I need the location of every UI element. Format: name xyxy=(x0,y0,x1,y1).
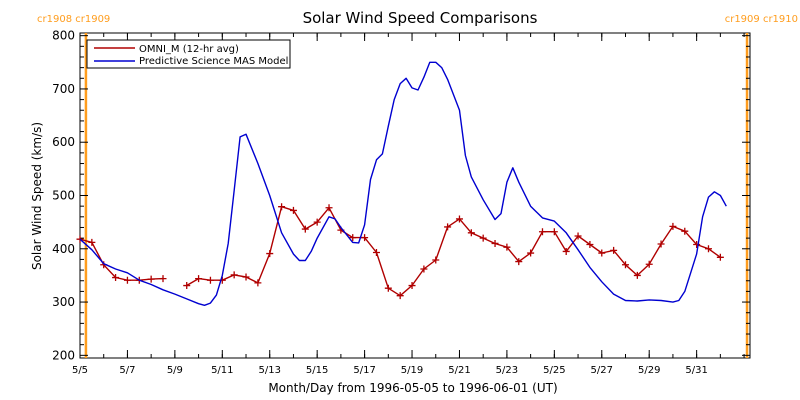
x-tick-label: 5/25 xyxy=(543,365,565,376)
data-point xyxy=(289,206,297,214)
data-point xyxy=(704,245,712,253)
series-layer xyxy=(76,61,727,306)
data-point xyxy=(384,284,392,292)
y-tick-label: 200 xyxy=(52,348,75,362)
data-point xyxy=(76,235,84,243)
x-tick-label: 5/5 xyxy=(72,365,88,376)
data-point xyxy=(621,261,629,269)
legend-box xyxy=(86,39,291,69)
y-axis: 200 300 400 500 600 700 800 xyxy=(52,29,750,362)
y-tick-label: 700 xyxy=(52,82,75,96)
series-line xyxy=(79,61,727,306)
x-tick-label: 5/17 xyxy=(353,365,375,376)
data-point xyxy=(550,228,558,236)
rotation-label: cr1909 cr1910 xyxy=(725,14,798,25)
y-tick-label: 500 xyxy=(52,189,75,203)
x-axis-label: Month/Day from 1996-05-05 to 1996-06-01 … xyxy=(268,381,557,395)
data-point xyxy=(610,246,618,254)
data-point xyxy=(444,223,452,231)
legend-label-mas: Predictive Science MAS Model xyxy=(139,56,288,67)
rotation-labels: cr1908 cr1909 cr1909 cr1910 xyxy=(37,14,798,25)
data-point xyxy=(218,276,226,284)
data-point xyxy=(693,241,701,249)
data-point xyxy=(301,225,309,233)
data-point xyxy=(159,275,167,283)
data-point xyxy=(598,249,606,257)
x-axis: 5/5 5/7 5/9 5/11 5/13 5/15 5/17 5/19 5/21 5/23 5/2… xyxy=(72,33,745,376)
plot-frame xyxy=(79,32,751,359)
data-point xyxy=(396,292,404,300)
data-point xyxy=(195,275,203,283)
data-point xyxy=(183,282,191,290)
data-point xyxy=(372,249,380,257)
data-point xyxy=(123,276,131,284)
rotation-lines xyxy=(84,33,749,358)
data-point xyxy=(681,227,689,235)
data-point xyxy=(278,203,286,211)
data-point xyxy=(716,253,724,261)
series-0 xyxy=(76,203,724,300)
data-point xyxy=(112,274,120,282)
x-tick-label: 5/27 xyxy=(591,365,613,376)
series-1 xyxy=(79,61,727,306)
data-point xyxy=(361,234,369,242)
data-point xyxy=(408,282,416,290)
data-point xyxy=(206,276,214,284)
data-point xyxy=(242,273,250,281)
data-point xyxy=(266,250,274,258)
series-line xyxy=(186,205,721,297)
data-point xyxy=(515,258,523,266)
data-point xyxy=(538,228,546,236)
y-tick-label: 300 xyxy=(52,295,75,309)
data-point xyxy=(562,247,570,255)
data-point xyxy=(645,260,653,268)
x-tick-label: 5/29 xyxy=(638,365,660,376)
data-point xyxy=(349,234,357,242)
data-point xyxy=(325,204,333,212)
x-tick-label: 5/31 xyxy=(685,365,707,376)
data-point xyxy=(586,241,594,249)
data-point xyxy=(633,271,641,279)
x-tick-label: 5/13 xyxy=(259,365,281,376)
data-point xyxy=(254,279,262,287)
data-point xyxy=(455,215,463,223)
data-point xyxy=(432,256,440,264)
data-point xyxy=(574,232,582,240)
data-point xyxy=(503,243,511,251)
data-point xyxy=(230,271,238,279)
x-tick-label: 5/7 xyxy=(119,365,135,376)
data-point xyxy=(147,275,155,283)
data-point xyxy=(479,234,487,242)
data-point xyxy=(669,222,677,230)
data-point xyxy=(657,240,665,248)
data-point xyxy=(527,249,535,257)
data-point xyxy=(313,218,321,226)
x-tick-label: 5/11 xyxy=(211,365,233,376)
chart-title: Solar Wind Speed Comparisons xyxy=(303,9,538,27)
x-tick-label: 5/19 xyxy=(401,365,423,376)
y-axis-label: Solar Wind Speed (km/s) xyxy=(30,122,44,270)
x-tick-label: 5/9 xyxy=(167,365,183,376)
data-point xyxy=(420,265,428,273)
y-tick-label: 400 xyxy=(52,242,75,256)
legend: OMNI_M (12-hr avg) Predictive Science MA… xyxy=(86,39,291,69)
data-point xyxy=(88,238,96,246)
data-point xyxy=(467,229,475,237)
legend-label-omni: OMNI_M (12-hr avg) xyxy=(139,44,239,55)
x-tick-label: 5/23 xyxy=(496,365,518,376)
x-tick-label: 5/15 xyxy=(306,365,328,376)
x-tick-label: 5/21 xyxy=(448,365,470,376)
y-tick-label: 600 xyxy=(52,135,75,149)
y-tick-label: 800 xyxy=(52,29,75,43)
data-point xyxy=(491,239,499,247)
rotation-label: cr1908 cr1909 xyxy=(37,14,110,25)
